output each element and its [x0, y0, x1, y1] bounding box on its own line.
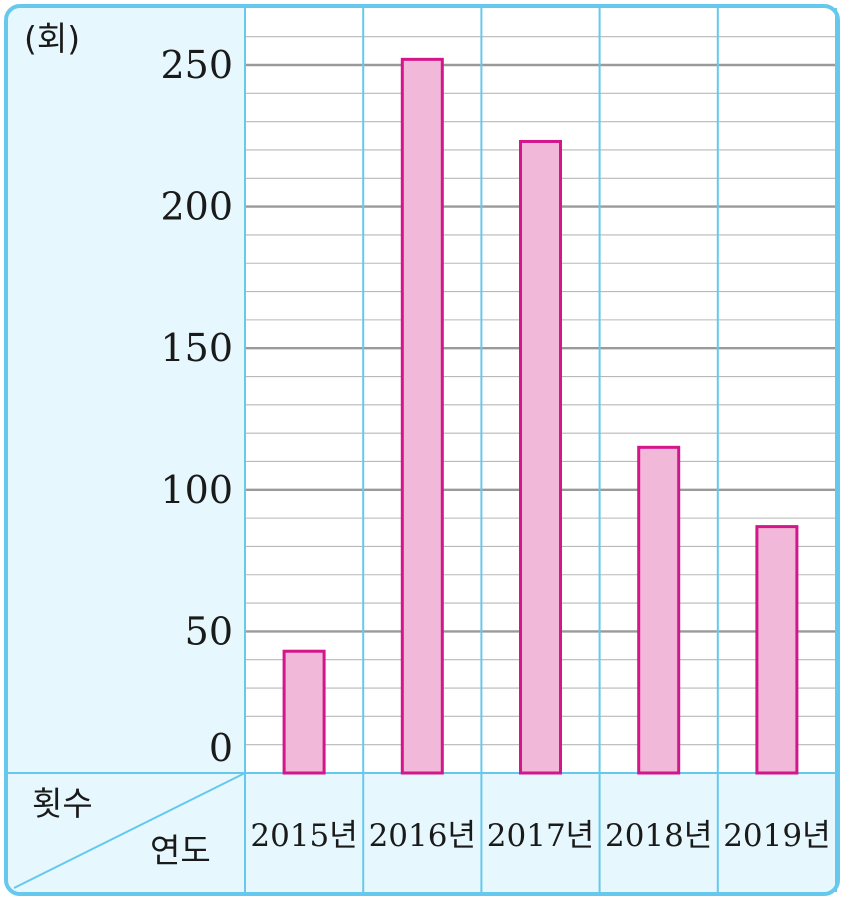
category-label: 2019년 [723, 818, 830, 854]
header-diagonal [13, 772, 246, 889]
bars [282, 57, 799, 775]
chart-frame [4, 4, 840, 896]
bar-2016년 [400, 57, 444, 775]
bar-2018년 [637, 445, 681, 775]
row-header-label: 횟수 [32, 784, 93, 823]
y-tick-label: 250 [160, 43, 233, 87]
y-tick-label: 50 [185, 609, 233, 653]
y-unit-label: (회) [24, 19, 80, 58]
y-tick-label: 100 [160, 468, 233, 512]
y-tick-label: 0 [209, 726, 233, 770]
y-ticks: 0 50 100 150 200 250 [160, 43, 233, 770]
category-label: 2017년 [487, 818, 594, 854]
column-header-label: 연도 [150, 831, 211, 870]
y-tick-label: 150 [160, 326, 233, 370]
bar-2017년 [519, 139, 562, 775]
bar-2015년 [282, 649, 326, 775]
y-tick-label: 200 [160, 185, 233, 229]
category-label: 2016년 [369, 818, 476, 854]
category-label: 2015년 [250, 818, 357, 854]
category-labels: 2015년 2016년 2017년 2018년 2019년 [250, 818, 830, 854]
category-label: 2018년 [605, 818, 712, 854]
bar-2019년 [755, 525, 799, 775]
